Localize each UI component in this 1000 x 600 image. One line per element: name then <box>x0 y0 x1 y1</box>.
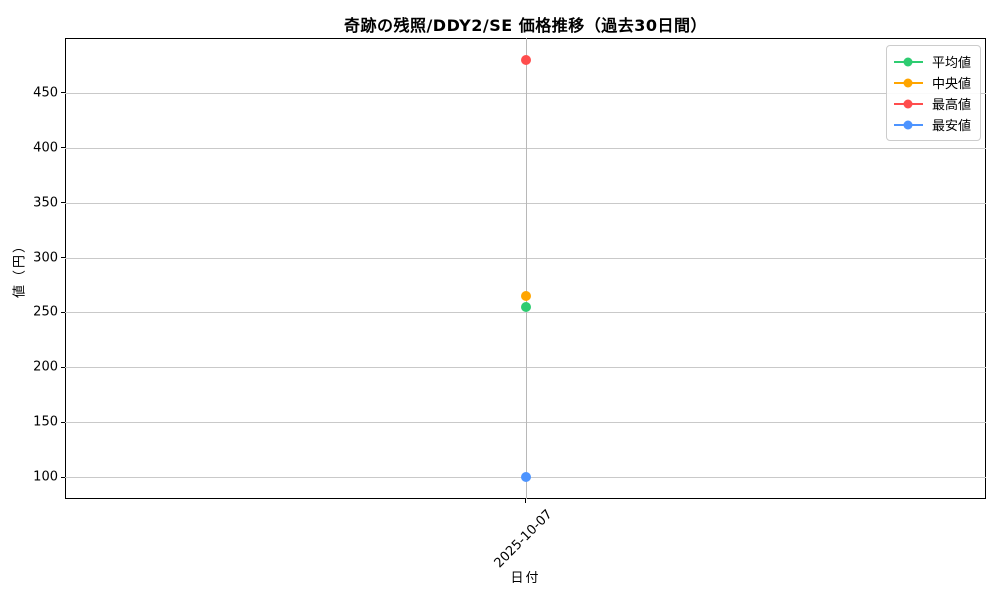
legend-item: 最高値 <box>893 93 971 114</box>
y-tick-mark <box>61 92 65 94</box>
y-tick-label: 400 <box>33 140 58 156</box>
y-tick-label: 250 <box>33 304 58 320</box>
y-tick-label: 100 <box>33 469 58 485</box>
y-tick-mark <box>61 147 65 149</box>
marker-lowest <box>520 472 531 483</box>
legend-item: 中央値 <box>893 72 971 93</box>
legend-line-icon <box>893 120 923 129</box>
y-axis-label: 値（円） <box>12 237 28 299</box>
gridline-vertical <box>525 38 527 499</box>
y-tick-mark <box>61 366 65 368</box>
marker-highest <box>520 54 531 65</box>
legend-line-icon <box>893 78 923 87</box>
y-tick-label: 300 <box>33 250 58 266</box>
marker-median <box>520 290 531 301</box>
y-tick-label: 350 <box>33 195 58 211</box>
y-tick-mark <box>61 311 65 313</box>
legend-marker-icon <box>903 120 913 129</box>
legend-marker-icon <box>903 99 913 108</box>
y-tick-mark <box>61 202 65 204</box>
legend-marker-icon <box>903 78 913 87</box>
x-tick-mark <box>525 499 526 503</box>
y-tick-mark <box>61 257 65 259</box>
chart-title: 奇跡の残照/DDY2/SE 価格推移（過去30日間） <box>343 16 708 35</box>
legend: 平均値中央値最高値最安値 <box>885 45 981 141</box>
legend-label: 中央値 <box>931 77 971 92</box>
y-tick-label: 450 <box>33 85 58 101</box>
y-tick-label: 150 <box>33 414 58 430</box>
marker-average <box>520 301 531 312</box>
y-tick-mark <box>61 421 65 423</box>
y-tick-label: 200 <box>33 359 58 375</box>
legend-item: 最安値 <box>893 114 971 135</box>
legend-line-icon <box>893 99 923 108</box>
x-axis-label: 日付 <box>510 571 541 586</box>
legend-item: 平均値 <box>893 51 971 72</box>
legend-label: 最安値 <box>931 119 971 134</box>
legend-label: 平均値 <box>931 56 971 71</box>
y-tick-mark <box>61 476 65 478</box>
legend-marker-icon <box>903 57 913 66</box>
legend-line-icon <box>893 57 923 66</box>
x-tick-label: 2025-10-07 <box>491 507 556 572</box>
legend-label: 最高値 <box>931 98 971 113</box>
